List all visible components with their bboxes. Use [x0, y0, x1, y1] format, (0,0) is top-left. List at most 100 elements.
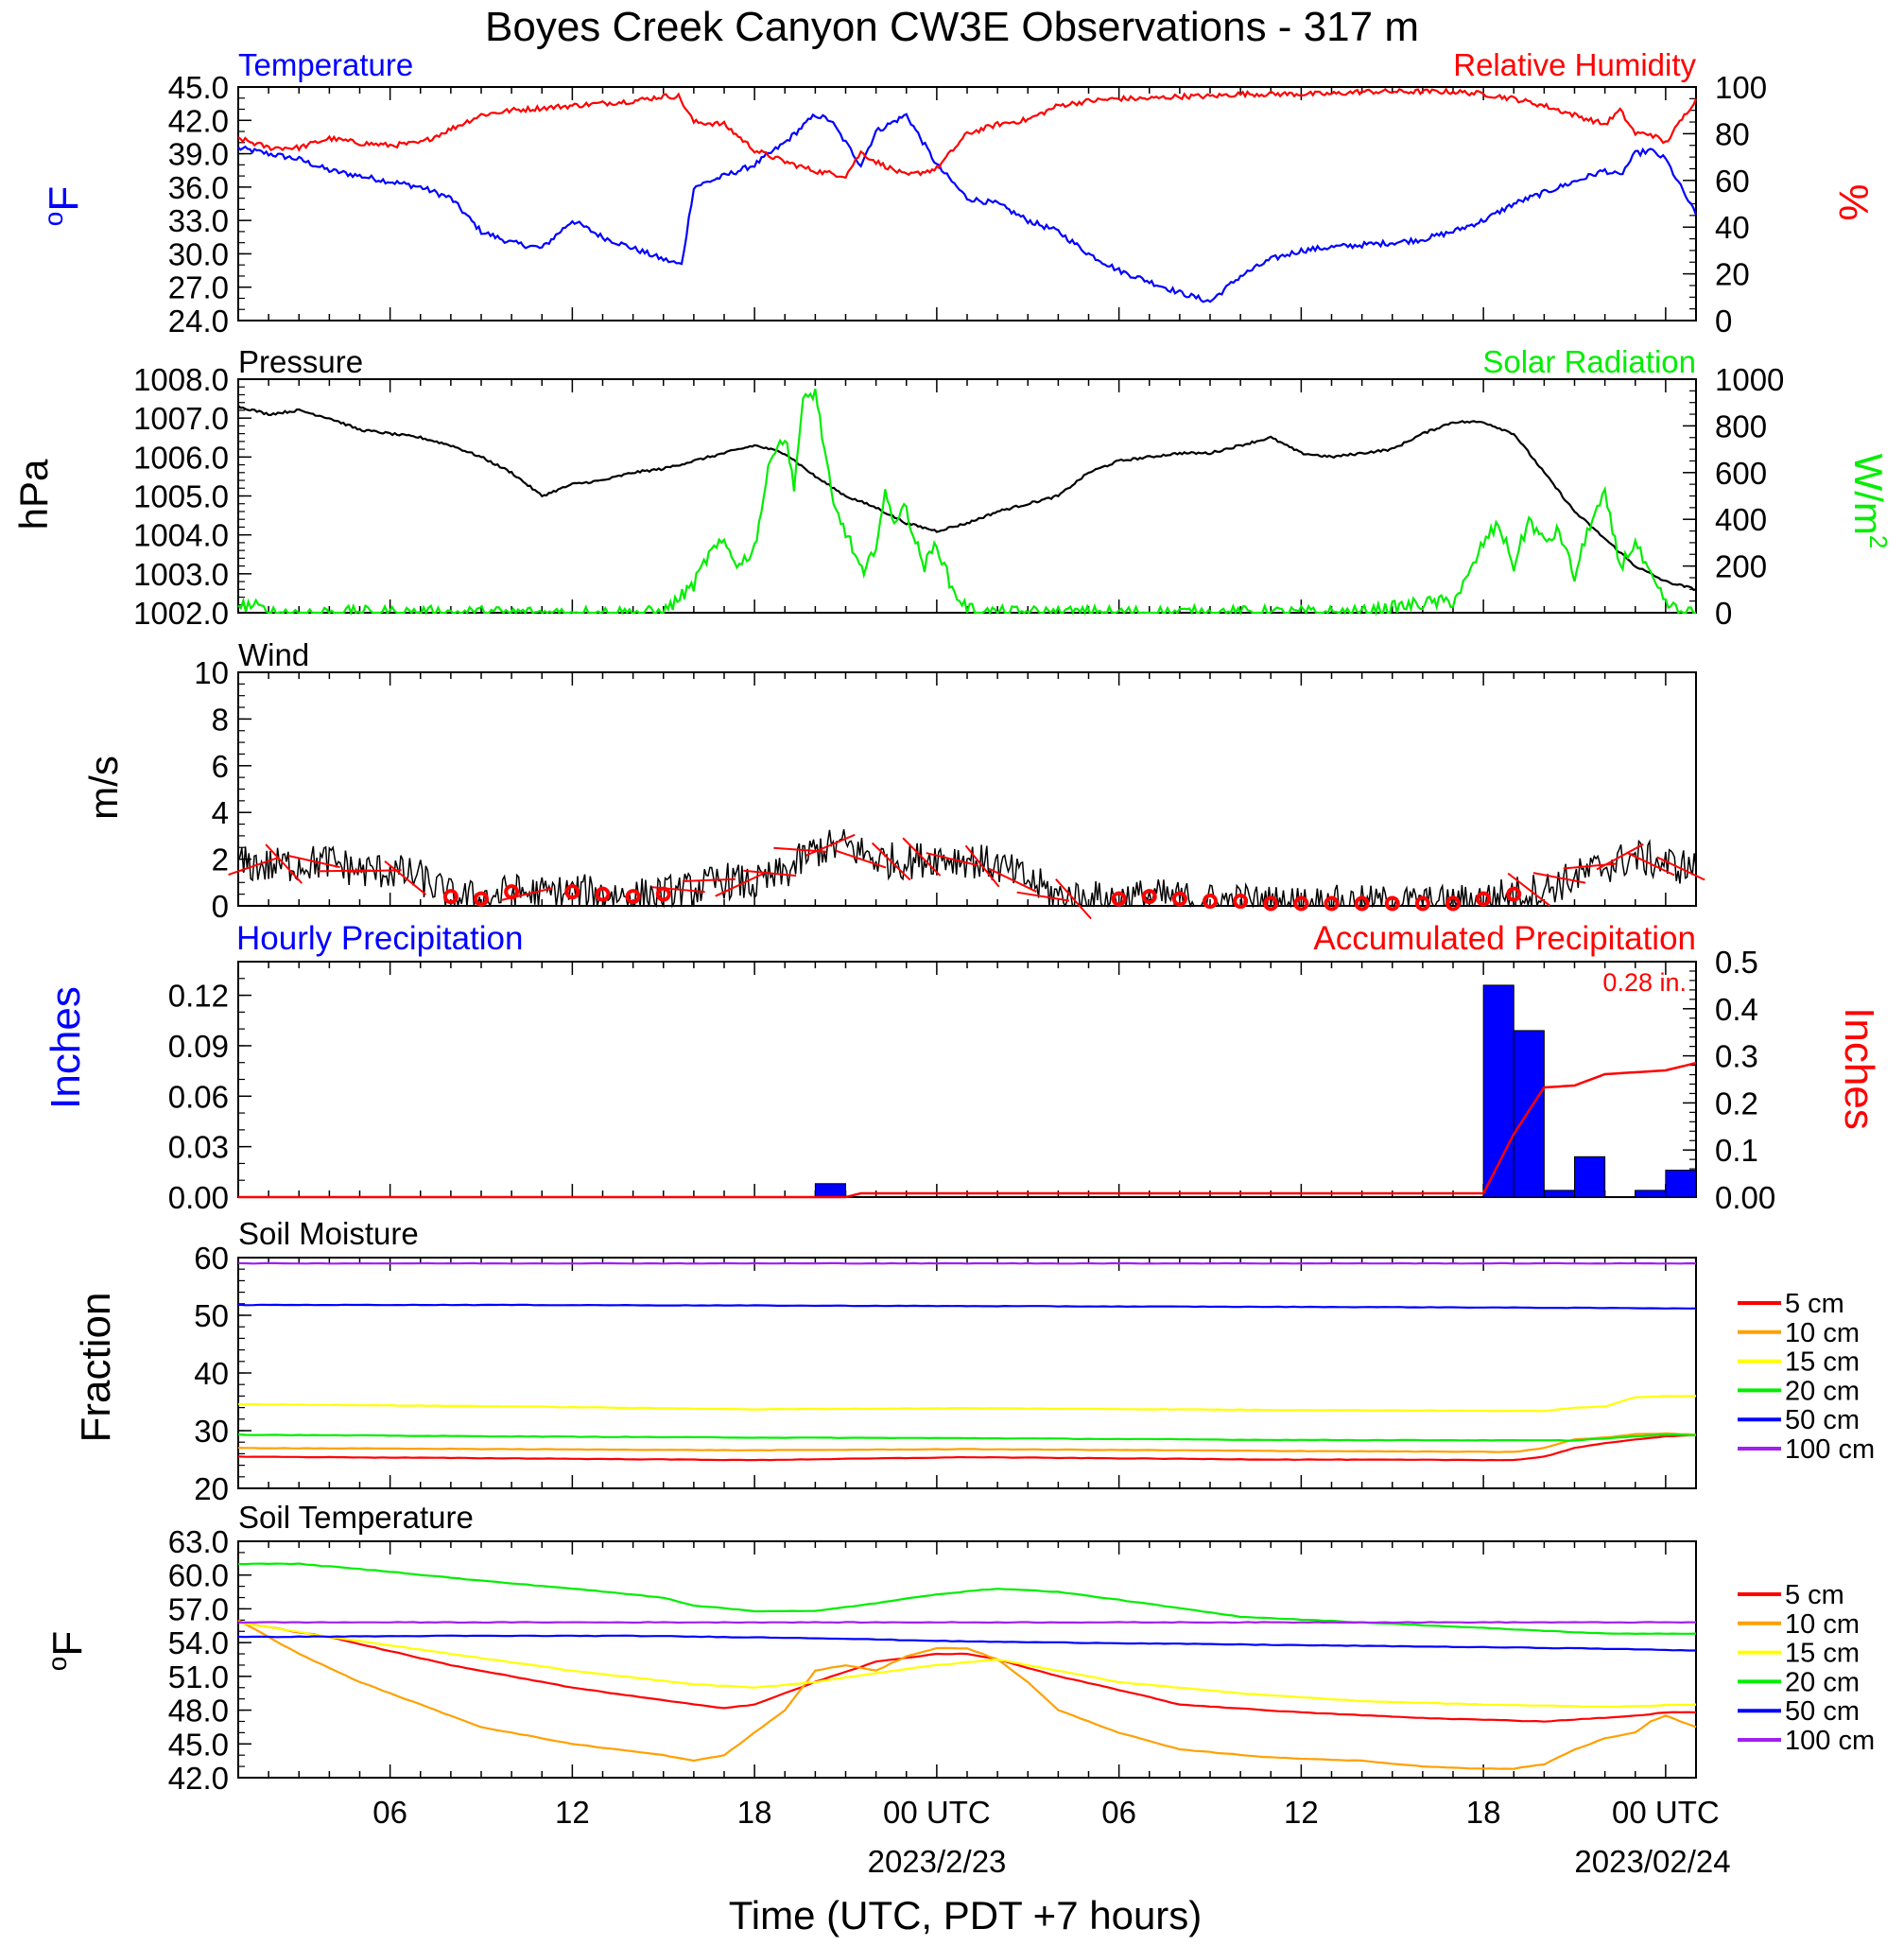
wind-direction-stick	[964, 844, 1000, 888]
y-tick-label: 1000	[1715, 362, 1784, 397]
y-tick-label: 50	[194, 1298, 229, 1333]
calm-wind-marker	[1203, 894, 1218, 910]
pressure-axis-label: hPa	[11, 459, 56, 530]
panel-frame	[237, 671, 1697, 907]
calm-wind-marker	[1263, 895, 1279, 912]
wind-direction-stick	[682, 877, 736, 882]
humidity-line	[237, 87, 1698, 180]
x-tick-label: 06	[1101, 1795, 1136, 1830]
solar-radiation-line	[237, 389, 1696, 617]
calm-wind-marker	[595, 886, 611, 902]
y-tick-label: 0.00	[168, 1180, 229, 1215]
y-tick-label: 10	[194, 655, 229, 690]
x-tick-label: 18	[737, 1795, 772, 1830]
soil-series-line	[237, 1395, 1697, 1413]
y-tick-label: 42.0	[168, 103, 229, 138]
y-tick-label: 1004.0	[133, 518, 229, 553]
wind-direction-stick	[835, 849, 887, 869]
y-tick-label: 48.0	[168, 1694, 229, 1729]
y-tick-label: 39.0	[168, 137, 229, 172]
hourly-precip-title: Hourly Precipitation	[236, 920, 523, 957]
temperature-line	[237, 113, 1698, 304]
soil-temperature-axis-label: oF	[43, 1631, 91, 1671]
y-tick-label: 80	[1715, 116, 1750, 151]
y-tick-label: 0	[1715, 596, 1732, 631]
precip-bar	[1665, 1170, 1697, 1198]
wind-direction-stick	[1656, 856, 1705, 881]
wind-direction-stick	[228, 856, 279, 877]
wind-direction-stick	[1507, 872, 1551, 907]
soil-series-line	[237, 1433, 1696, 1442]
wind-direction-stick	[926, 852, 978, 867]
soil-series-line	[237, 1634, 1696, 1652]
precip-bar	[1635, 1190, 1667, 1198]
calm-wind-marker	[1445, 895, 1461, 912]
wind-direction-stick	[1596, 843, 1644, 871]
wind-direction-stick	[500, 887, 553, 901]
precip-bar	[814, 1183, 846, 1198]
pressure-title: Pressure	[238, 344, 363, 379]
hourly-precip-axis-label: Inches	[43, 986, 89, 1109]
soil-series-line	[237, 1433, 1697, 1462]
legend-label: 10 cm	[1785, 1318, 1860, 1348]
wind-direction-stick	[805, 833, 856, 857]
wind-title: Wind	[238, 637, 309, 672]
y-tick-label: 40	[194, 1356, 229, 1391]
soil-series-line	[237, 1621, 1697, 1709]
panel-frame	[237, 1540, 1697, 1779]
accum-precip-axis-label: Inches	[1836, 1007, 1882, 1130]
calm-wind-marker	[1476, 891, 1492, 907]
legend-label: 50 cm	[1785, 1696, 1860, 1727]
x-tick-label: 12	[1284, 1795, 1319, 1830]
soil-series-line	[237, 1621, 1697, 1625]
y-tick-label: 0.00	[1715, 1180, 1775, 1215]
soil-series-line	[237, 1621, 1697, 1723]
temperature-title: Temperature	[238, 47, 413, 82]
calm-wind-marker	[1506, 886, 1522, 902]
legend-label: 100 cm	[1785, 1434, 1875, 1465]
y-tick-label: 30.0	[168, 236, 229, 271]
x-tick-label: 18	[1466, 1795, 1501, 1830]
y-tick-label: 8	[212, 702, 229, 737]
y-tick-label: 1007.0	[133, 401, 229, 436]
temperature-humidity-panel: 24.027.030.033.036.039.042.045.0 0 20 40 60 8…	[168, 70, 1767, 339]
y-tick-label: 30	[194, 1414, 229, 1449]
y-tick-label: 600	[1715, 456, 1767, 491]
x-axis-label: Time (UTC, PDT +7 hours)	[729, 1893, 1203, 1937]
legend-label: 100 cm	[1785, 1726, 1875, 1756]
pressure-solar-panel: 1002.0 1003.0 1004.0 1005.0 1006.0 1007.0 1008…	[133, 362, 1784, 631]
y-tick-label: 1005.0	[133, 479, 229, 514]
calm-wind-marker	[625, 889, 641, 905]
y-tick-label: 36.0	[168, 170, 229, 205]
x-tick-label: 00 UTC	[1612, 1795, 1720, 1830]
soil-moisture-panel: 20 30 40 50 60	[194, 1241, 1697, 1506]
solar-axis-label: W/m2	[1846, 454, 1893, 549]
wind-direction-stick	[1016, 891, 1070, 902]
y-tick-label: 0.2	[1715, 1086, 1758, 1121]
soil-moisture-title: Soil Moisture	[238, 1216, 419, 1251]
y-tick-label: 20	[1715, 257, 1750, 292]
wind-panel: 0 2 4 6 8 10	[194, 655, 1705, 924]
soil-series-line	[237, 1562, 1697, 1636]
date-label-2: 2023/02/24	[1574, 1844, 1730, 1879]
date-label-1: 2023/2/23	[868, 1844, 1007, 1879]
y-tick-label: 57.0	[168, 1591, 229, 1626]
y-tick-label: 54.0	[168, 1625, 229, 1660]
x-tick-label: 06	[372, 1795, 407, 1830]
wind-direction-stick	[743, 869, 797, 877]
soil-temperature-title: Soil Temperature	[238, 1500, 474, 1535]
calm-wind-marker	[1233, 894, 1249, 910]
chart-title: Boyes Creek Canyon CW3E Observations - 3…	[485, 4, 1419, 50]
soil-moisture-axis-label: Fraction	[73, 1293, 119, 1443]
wind-direction-stick	[651, 886, 705, 894]
legend-label: 50 cm	[1785, 1405, 1860, 1435]
y-tick-label: 60.0	[168, 1558, 229, 1593]
wind-direction-stick	[384, 860, 427, 895]
panel-frame	[237, 86, 1697, 321]
wind-direction-stick	[1055, 877, 1092, 920]
soil-series-line	[237, 1303, 1697, 1310]
calm-wind-marker	[1293, 895, 1309, 912]
y-tick-label: 0.06	[168, 1079, 229, 1114]
y-tick-label: 0.1	[1715, 1133, 1758, 1168]
